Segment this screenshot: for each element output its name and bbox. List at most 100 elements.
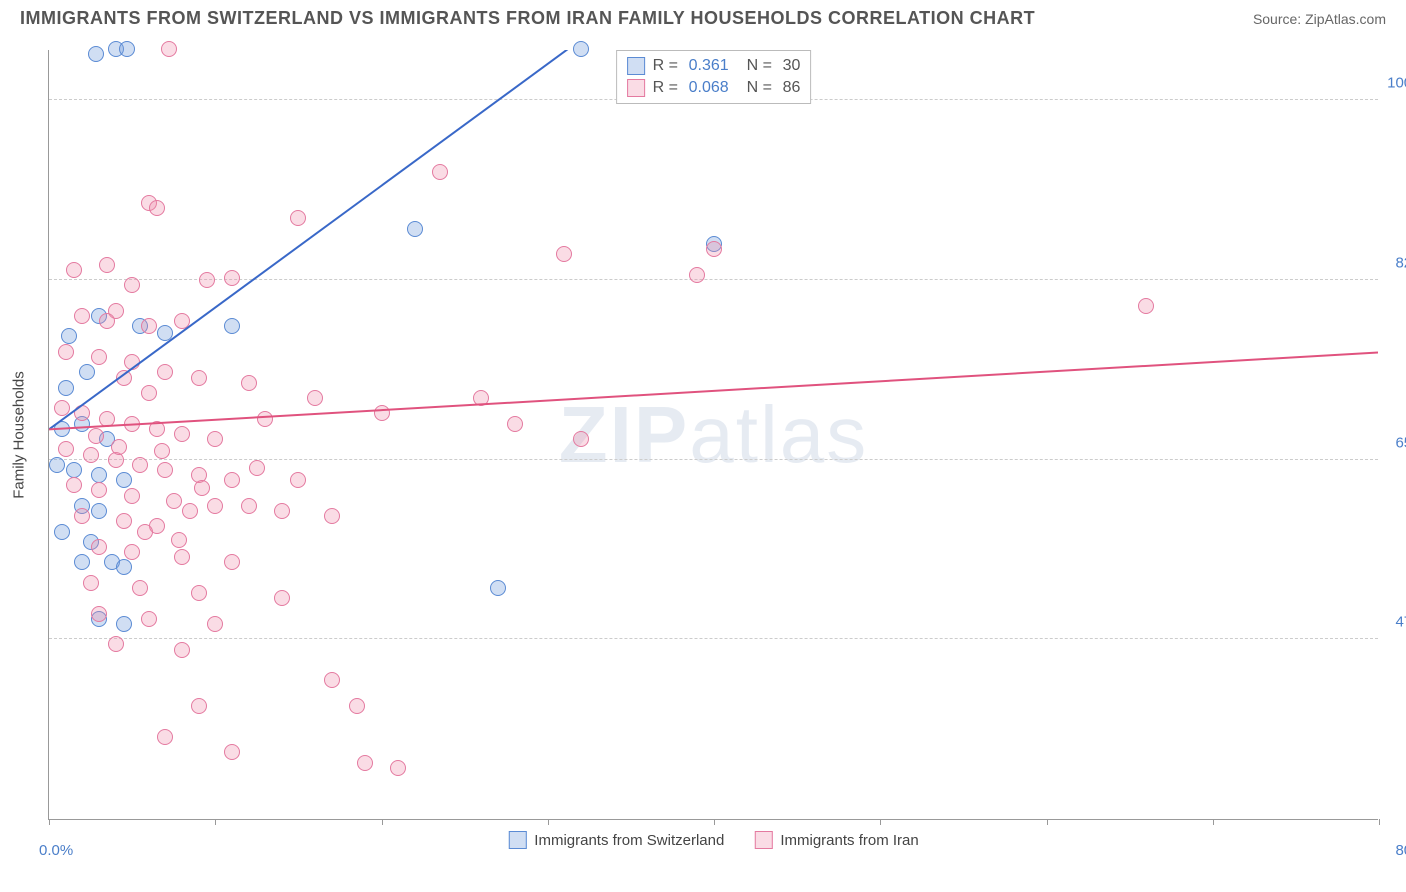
data-point <box>99 313 115 329</box>
x-tick <box>1047 819 1048 825</box>
legend-row: R =0.068N =86 <box>627 77 801 99</box>
x-tick <box>215 819 216 825</box>
legend-item: Immigrants from Switzerland <box>508 831 724 849</box>
data-point <box>116 472 132 488</box>
data-point <box>88 428 104 444</box>
data-point <box>54 421 70 437</box>
y-tick-label: 82.5% <box>1383 255 1406 272</box>
r-value: 0.068 <box>689 79 739 97</box>
data-point <box>374 405 390 421</box>
data-point <box>74 405 90 421</box>
source-label: Source: ZipAtlas.com <box>1253 11 1386 27</box>
data-point <box>171 532 187 548</box>
data-point <box>66 462 82 478</box>
data-point <box>108 636 124 652</box>
data-point <box>116 513 132 529</box>
x-tick <box>1213 819 1214 825</box>
data-point <box>74 554 90 570</box>
r-label: R = <box>653 79 681 97</box>
data-point <box>174 426 190 442</box>
x-axis-max-label: 80.0% <box>1395 842 1406 859</box>
data-point <box>116 370 132 386</box>
data-point <box>241 498 257 514</box>
n-label: N = <box>747 79 775 97</box>
data-point <box>473 390 489 406</box>
legend-swatch <box>508 831 526 849</box>
data-point <box>54 524 70 540</box>
data-point <box>573 41 589 57</box>
data-point <box>111 439 127 455</box>
data-point <box>324 508 340 524</box>
data-point <box>49 457 65 473</box>
data-point <box>132 457 148 473</box>
gridline <box>49 459 1378 460</box>
n-label: N = <box>747 57 775 75</box>
data-point <box>91 349 107 365</box>
legend-row: R = 0.361 N = 30 <box>627 55 801 77</box>
legend-item: Immigrants from Iran <box>754 831 918 849</box>
data-point <box>174 313 190 329</box>
data-point <box>706 241 722 257</box>
data-point <box>91 503 107 519</box>
data-point <box>249 460 265 476</box>
data-point <box>91 606 107 622</box>
data-point <box>157 729 173 745</box>
data-point <box>157 364 173 380</box>
data-point <box>91 539 107 555</box>
r-label: R = <box>653 57 681 75</box>
legend-swatch <box>627 57 645 75</box>
data-point <box>116 616 132 632</box>
y-tick-label: 47.5% <box>1383 614 1406 631</box>
data-point <box>182 503 198 519</box>
data-point <box>324 672 340 688</box>
data-point <box>137 524 153 540</box>
chart-title: IMMIGRANTS FROM SWITZERLAND VS IMMIGRANT… <box>20 8 1035 29</box>
data-point <box>432 164 448 180</box>
legend-swatch <box>627 79 645 97</box>
title-bar: IMMIGRANTS FROM SWITZERLAND VS IMMIGRANT… <box>0 0 1406 33</box>
data-point <box>191 370 207 386</box>
data-point <box>124 544 140 560</box>
plot-area: Family Households ZIPatlas 47.5%65.0%82.… <box>48 50 1378 820</box>
gridline <box>49 279 1378 280</box>
data-point <box>290 472 306 488</box>
data-point <box>58 344 74 360</box>
data-point <box>119 41 135 57</box>
y-tick-label: 65.0% <box>1383 434 1406 451</box>
data-point <box>191 698 207 714</box>
data-point <box>124 416 140 432</box>
data-point <box>224 472 240 488</box>
r-value: 0.361 <box>689 57 739 75</box>
x-tick <box>548 819 549 825</box>
data-point <box>83 447 99 463</box>
data-point <box>257 411 273 427</box>
data-point <box>224 318 240 334</box>
data-point <box>407 221 423 237</box>
series-legend: Immigrants from Switzerland Immigrants fr… <box>508 831 918 849</box>
data-point <box>61 328 77 344</box>
data-point <box>132 580 148 596</box>
data-point <box>174 549 190 565</box>
data-point <box>573 431 589 447</box>
y-axis-title: Family Households <box>11 371 28 499</box>
data-point <box>124 277 140 293</box>
data-point <box>74 508 90 524</box>
data-point <box>224 744 240 760</box>
data-point <box>157 462 173 478</box>
data-point <box>224 554 240 570</box>
data-point <box>490 580 506 596</box>
data-point <box>166 493 182 509</box>
x-tick <box>49 819 50 825</box>
data-point <box>141 318 157 334</box>
stats-legend: R =0.361N =30R =0.068N =86 <box>616 50 812 104</box>
data-point <box>689 267 705 283</box>
data-point <box>207 616 223 632</box>
legend-label: Immigrants from Iran <box>780 832 918 849</box>
data-point <box>58 380 74 396</box>
legend-swatch <box>754 831 772 849</box>
data-point <box>161 41 177 57</box>
n-value: 30 <box>783 57 801 75</box>
data-point <box>116 559 132 575</box>
data-point <box>91 467 107 483</box>
data-point <box>224 270 240 286</box>
